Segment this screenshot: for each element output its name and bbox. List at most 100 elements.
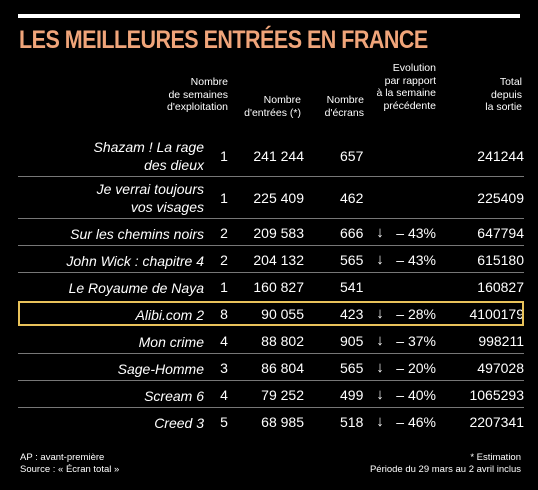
weeks-value: 3 [220, 359, 228, 376]
weeks-value: 5 [220, 413, 228, 430]
text-line: Evolution [392, 62, 436, 74]
screens-value: 499 [340, 386, 364, 403]
text-line: à la semaine [376, 87, 436, 99]
total-value: 4100179 [469, 305, 524, 322]
arrow-down-icon: ↓ [376, 250, 384, 268]
text-line: d'écrans [324, 106, 364, 119]
total-value: 647794 [477, 224, 524, 241]
text-line: précédente [383, 99, 436, 112]
table-row: Sage-Homme 3 86 804 565 ↓ – 20% 497028 [18, 354, 524, 381]
header-evolution: Evolution par rapport à la semaine précéden… [376, 62, 436, 112]
movie-title-line: des dieux [144, 157, 204, 173]
screens-value: 462 [340, 190, 364, 206]
text-line: * Estimation [470, 452, 521, 463]
table-row: Alibi.com 2 8 90 055 423 ↓ – 28% 4100179 [18, 300, 524, 327]
screens-value: 905 [340, 332, 364, 349]
table-row: Creed 3 5 68 985 518 ↓ – 46% 2207341 [18, 408, 524, 435]
table-row: John Wick : chapitre 4 2 204 132 565 ↓ – 43% 6… [18, 246, 524, 273]
footer-period: * Estimation Période du 29 mars au 2 avri… [370, 452, 521, 475]
screens-value: 541 [340, 278, 364, 295]
footer-notes: AP : avant-première Source : « Écran tota… [20, 452, 119, 475]
evolution-value: – 37% [396, 332, 436, 349]
highlight-box [18, 301, 524, 326]
evolution-value: – 40% [396, 386, 436, 403]
total-value: 225409 [477, 190, 524, 206]
text-line: Nombre [263, 94, 301, 106]
row-divider [18, 407, 524, 408]
movie-title: Alibi.com 2 [136, 306, 204, 324]
arrow-down-icon: ↓ [376, 358, 384, 376]
text-line: Nombre [190, 76, 228, 88]
arrow-down-icon: ↓ [376, 304, 384, 322]
entries-value: 241 244 [253, 148, 304, 164]
entries-value: 79 252 [261, 386, 304, 403]
evolution-value: – 20% [396, 359, 436, 376]
text-line: Source : « Écran total » [20, 463, 120, 475]
text-line: AP : avant-première [20, 452, 105, 463]
text-line: Période du 29 mars au 2 avril inclus [369, 463, 521, 475]
movie-title-line: Le Royaume de Naya [68, 279, 204, 296]
text-line: d'exploitation [167, 101, 228, 113]
weeks-value: 2 [220, 251, 228, 268]
movie-title-line: Shazam ! La rage [93, 139, 204, 155]
movie-title: Scream 6 [144, 387, 204, 405]
screens-value: 423 [340, 305, 364, 322]
weeks-value: 2 [220, 224, 228, 241]
weeks-value: 1 [220, 190, 228, 206]
table-row: Scream 6 4 79 252 499 ↓ – 40% 1065293 [18, 381, 524, 408]
row-divider [18, 218, 524, 219]
total-value: 497028 [477, 359, 524, 376]
weeks-value: 1 [220, 148, 228, 164]
movie-title-line: Sage-Homme [117, 360, 204, 377]
movie-title-line: Scream 6 [144, 387, 204, 404]
weeks-value: 1 [220, 278, 228, 295]
screens-value: 657 [340, 148, 364, 164]
evolution-value: – 46% [396, 413, 436, 430]
text-line: depuis [491, 88, 522, 101]
text-line: Nombre [326, 94, 364, 106]
total-value: 241244 [477, 148, 524, 164]
screens-value: 666 [340, 224, 364, 241]
movie-title: Sur les chemins noirs [70, 225, 204, 243]
evolution-value: – 43% [396, 224, 436, 241]
weeks-value: 4 [220, 332, 228, 349]
movie-title: Mon crime [139, 333, 204, 351]
movie-title: John Wick : chapitre 4 [66, 252, 204, 270]
arrow-down-icon: ↓ [376, 223, 384, 241]
text-line: par rapport [384, 74, 436, 87]
entries-value: 86 804 [261, 359, 304, 376]
movie-title: Le Royaume de Naya [69, 279, 204, 297]
movie-title-line: vos visages [130, 199, 204, 215]
table-row: Mon crime 4 88 802 905 ↓ – 37% 998211 [18, 327, 524, 354]
table-row: Je verrai toujours vos visages 1 225 409 462… [18, 177, 524, 219]
total-value: 1065293 [469, 386, 524, 403]
movie-title-line: Je verrai toujours [96, 181, 204, 197]
total-value: 2207341 [469, 413, 524, 430]
evolution-value: – 43% [396, 251, 436, 268]
text-line: d'entrées (*) [244, 106, 301, 119]
movie-title: Creed 3 [154, 414, 204, 432]
movie-title-line: Sur les chemins noirs [70, 225, 204, 242]
total-value: 615180 [477, 251, 524, 268]
movie-title-line: Mon crime [138, 333, 204, 350]
movie-title-line: Creed 3 [154, 414, 204, 431]
total-value: 998211 [478, 332, 524, 349]
weeks-value: 8 [220, 305, 228, 322]
movie-title-line: Alibi.com 2 [135, 306, 204, 323]
weeks-value: 4 [220, 386, 228, 403]
table-row: Le Royaume de Naya 1 160 827 541 160827 [18, 273, 524, 300]
movie-title: Sage-Homme [118, 360, 204, 378]
table-row: Sur les chemins noirs 2 209 583 666 ↓ – 43% 64… [18, 219, 524, 246]
header-weeks: Nombre de semaines d'exploitation [167, 76, 228, 114]
row-divider [18, 176, 524, 177]
header-total: Total depuis la sortie [485, 76, 522, 114]
entries-value: 209 583 [253, 224, 304, 241]
row-divider [18, 245, 524, 246]
total-value: 160827 [477, 278, 524, 295]
row-divider [18, 272, 524, 273]
header-screens: Nombre d'écrans [325, 94, 364, 119]
entries-value: 68 985 [261, 413, 304, 430]
screens-value: 565 [340, 359, 364, 376]
row-divider [18, 380, 524, 381]
movie-title: Shazam ! La rage des dieux [93, 138, 204, 174]
